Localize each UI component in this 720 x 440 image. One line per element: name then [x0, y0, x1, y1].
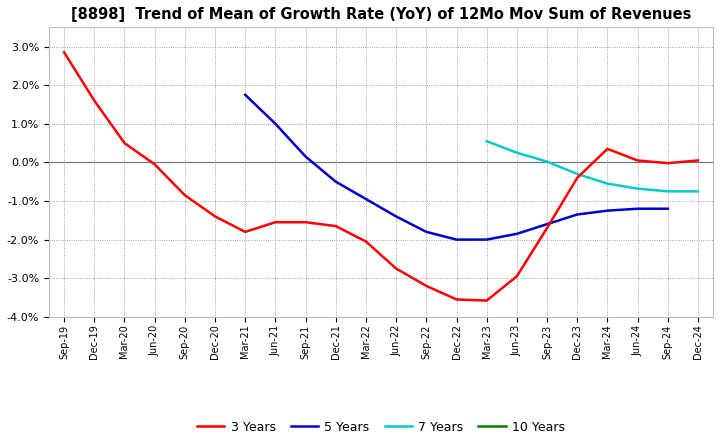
7 Years: [573, 171, 582, 176]
3 Years: [482, 298, 491, 303]
3 Years: [331, 224, 340, 229]
3 Years: [573, 175, 582, 180]
3 Years: [90, 98, 99, 103]
7 Years: [663, 189, 672, 194]
3 Years: [181, 193, 189, 198]
7 Years: [634, 186, 642, 191]
5 Years: [663, 206, 672, 211]
5 Years: [331, 179, 340, 184]
3 Years: [422, 283, 431, 289]
Title: [8898]  Trend of Mean of Growth Rate (YoY) of 12Mo Mov Sum of Revenues: [8898] Trend of Mean of Growth Rate (YoY…: [71, 7, 691, 22]
5 Years: [573, 212, 582, 217]
5 Years: [452, 237, 461, 242]
3 Years: [392, 266, 400, 271]
3 Years: [241, 229, 250, 235]
7 Years: [482, 139, 491, 144]
5 Years: [361, 196, 370, 202]
7 Years: [513, 150, 521, 155]
3 Years: [513, 274, 521, 279]
5 Years: [301, 154, 310, 159]
5 Years: [482, 237, 491, 242]
3 Years: [452, 297, 461, 302]
3 Years: [120, 140, 129, 146]
3 Years: [361, 239, 370, 244]
7 Years: [543, 159, 552, 164]
Line: 3 Years: 3 Years: [64, 52, 698, 301]
3 Years: [693, 158, 702, 163]
5 Years: [603, 208, 612, 213]
3 Years: [271, 220, 280, 225]
7 Years: [603, 181, 612, 186]
Legend: 3 Years, 5 Years, 7 Years, 10 Years: 3 Years, 5 Years, 7 Years, 10 Years: [192, 416, 570, 439]
3 Years: [60, 50, 68, 55]
5 Years: [513, 231, 521, 236]
3 Years: [211, 214, 220, 219]
3 Years: [634, 158, 642, 163]
3 Years: [301, 220, 310, 225]
5 Years: [271, 121, 280, 126]
3 Years: [150, 161, 159, 167]
Line: 7 Years: 7 Years: [487, 141, 698, 191]
3 Years: [603, 146, 612, 151]
5 Years: [241, 92, 250, 98]
5 Years: [422, 229, 431, 235]
3 Years: [543, 225, 552, 231]
5 Years: [392, 214, 400, 219]
Line: 5 Years: 5 Years: [246, 95, 667, 240]
5 Years: [543, 221, 552, 227]
3 Years: [663, 161, 672, 166]
5 Years: [634, 206, 642, 211]
7 Years: [693, 189, 702, 194]
